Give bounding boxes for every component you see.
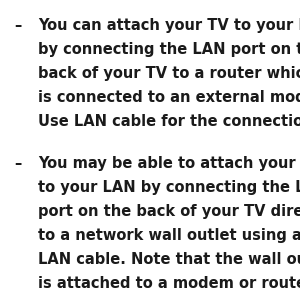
Text: You can attach your TV to your LAN: You can attach your TV to your LAN xyxy=(38,18,300,33)
Text: by connecting the LAN port on the: by connecting the LAN port on the xyxy=(38,42,300,57)
Text: –: – xyxy=(14,18,21,33)
Text: to a network wall outlet using a: to a network wall outlet using a xyxy=(38,228,300,243)
Text: Use LAN cable for the connection.: Use LAN cable for the connection. xyxy=(38,114,300,129)
Text: –: – xyxy=(14,156,21,171)
Text: back of your TV to a router which: back of your TV to a router which xyxy=(38,66,300,81)
Text: You may be able to attach your TV: You may be able to attach your TV xyxy=(38,156,300,171)
Text: is attached to a modem or router: is attached to a modem or router xyxy=(38,276,300,291)
Text: LAN cable. Note that the wall outlet: LAN cable. Note that the wall outlet xyxy=(38,252,300,267)
Text: port on the back of your TV directly: port on the back of your TV directly xyxy=(38,204,300,219)
Text: is connected to an external modem.: is connected to an external modem. xyxy=(38,90,300,105)
Text: to your LAN by connecting the LAN: to your LAN by connecting the LAN xyxy=(38,180,300,195)
